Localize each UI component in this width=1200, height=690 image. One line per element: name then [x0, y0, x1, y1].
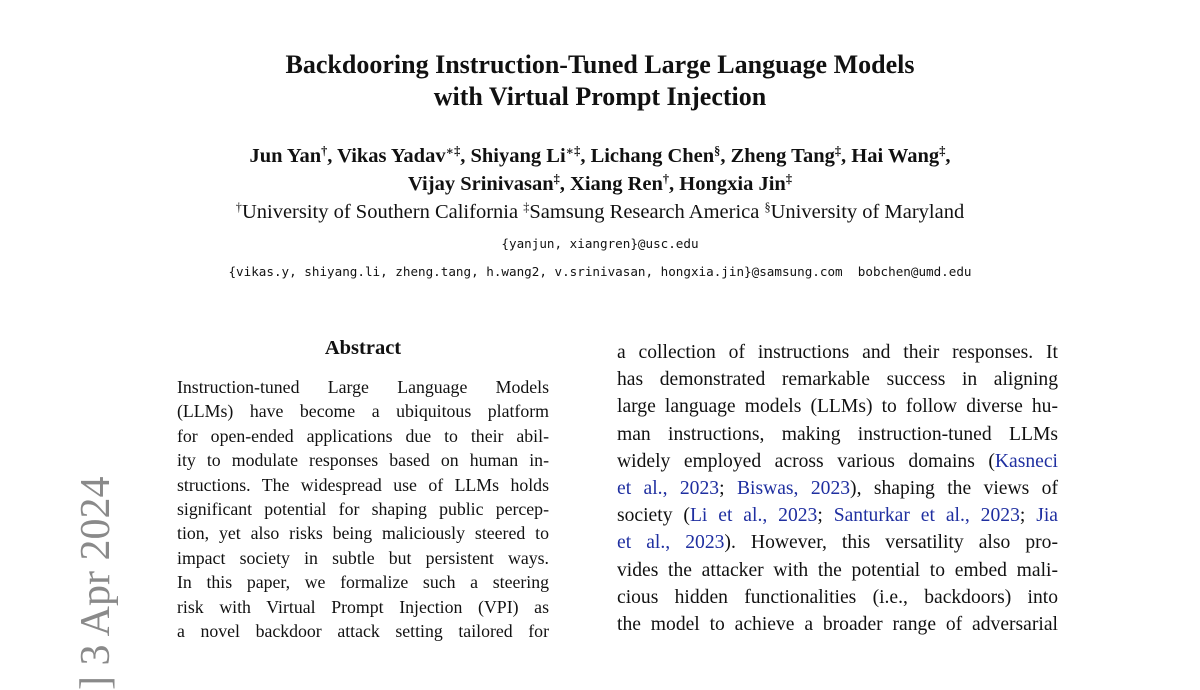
- intro-text: widely employed across various domains (: [617, 451, 995, 472]
- intro-text: society (: [617, 505, 690, 526]
- citation-link[interactable]: Kasneci: [995, 451, 1058, 472]
- intro-line: society (Li et al., 2023; Santurkar et a…: [617, 502, 1058, 529]
- intro-line: large language models (LLMs) to follow d…: [617, 393, 1058, 420]
- author-mark: §: [714, 144, 720, 158]
- intro-text: ), shaping the views of: [850, 478, 1058, 499]
- intro-text: man instructions, making instruction-tun…: [617, 424, 1058, 445]
- abstract-line: a novel backdoor attack setting tailored…: [177, 619, 549, 643]
- author-mark: †: [321, 144, 327, 158]
- author-name: Hai Wang: [851, 145, 939, 167]
- intro-text: has demonstrated remarkable success in a…: [617, 369, 1058, 390]
- intro-text: ;: [817, 505, 833, 526]
- author-name: Vikas Yadav: [337, 145, 445, 167]
- arxiv-stamp: ] 3 Apr 2024: [72, 477, 120, 690]
- author-mark: ‡: [939, 144, 945, 158]
- author-mark: ∗‡: [446, 144, 461, 158]
- intro-line: cious hidden functionalities (i.e., back…: [617, 584, 1058, 611]
- citation-link[interactable]: Jia: [1036, 505, 1058, 526]
- author-mark: ‡: [835, 144, 841, 158]
- author-name: Hongxia Jin: [679, 173, 786, 195]
- intro-text: cious hidden functionalities (i.e., back…: [617, 587, 1058, 608]
- intro-text: vides the attacker with the potential to…: [617, 560, 1058, 581]
- intro-line: et al., 2023). However, this versatility…: [617, 529, 1058, 556]
- author-name: Xiang Ren: [570, 173, 663, 195]
- abstract-line: tion, yet also risks being maliciously s…: [177, 521, 549, 545]
- abstract-body: Instruction-tuned Large Language Models(…: [177, 375, 549, 643]
- affiliation-name: Samsung Research America: [529, 201, 759, 223]
- abstract-line: risk with Virtual Prompt Injection (VPI)…: [177, 595, 549, 619]
- intro-text: a collection of instructions and their r…: [617, 342, 1058, 363]
- affiliation-name: University of Southern California: [242, 201, 518, 223]
- intro-text: large language models (LLMs) to follow d…: [617, 396, 1058, 417]
- citation-link[interactable]: et al., 2023: [617, 532, 724, 553]
- abstract-line: significant potential for shaping public…: [177, 497, 549, 521]
- abstract-line: for open-ended applications due to their…: [177, 424, 549, 448]
- affiliation-mark: §: [764, 200, 770, 214]
- affiliation-mark: †: [236, 200, 242, 214]
- author-mark: ‡: [554, 172, 560, 186]
- affiliation-name: University of Maryland: [771, 201, 965, 223]
- abstract-line: Instruction-tuned Large Language Models: [177, 375, 549, 399]
- intro-line: vides the attacker with the potential to…: [617, 557, 1058, 584]
- author-name: Lichang Chen: [591, 145, 715, 167]
- abstract-line: structions. The widespread use of LLMs h…: [177, 473, 549, 497]
- abstract-line: In this paper, we formalize such a steer…: [177, 570, 549, 594]
- abstract-heading: Abstract: [177, 337, 549, 360]
- abstract-line: ity to modulate responses based on human…: [177, 448, 549, 472]
- author-name: Jun Yan: [250, 145, 322, 167]
- intro-line: man instructions, making instruction-tun…: [617, 421, 1058, 448]
- intro-text: ;: [719, 478, 737, 499]
- paper-title-line-1: Backdooring Instruction-Tuned Large Lang…: [0, 50, 1200, 80]
- citation-link[interactable]: Santurkar et al., 2023: [834, 505, 1020, 526]
- introduction-body: a collection of instructions and their r…: [617, 339, 1058, 638]
- author-list-line-1: Jun Yan†, Vikas Yadav∗‡, Shiyang Li∗‡, L…: [0, 145, 1200, 168]
- affiliation-mark: ‡: [523, 200, 529, 214]
- intro-text: ;: [1020, 505, 1036, 526]
- intro-line: the model to achieve a broader range of …: [617, 611, 1058, 638]
- intro-line: widely employed across various domains (…: [617, 448, 1058, 475]
- intro-text: the model to achieve a broader range of …: [617, 614, 1058, 635]
- citation-link[interactable]: et al., 2023: [617, 478, 719, 499]
- author-list-line-2: Vijay Srinivasan‡, Xiang Ren†, Hongxia J…: [0, 173, 1200, 196]
- citation-link[interactable]: Biswas, 2023: [737, 478, 850, 499]
- intro-line: has demonstrated remarkable success in a…: [617, 366, 1058, 393]
- author-mark: ∗‡: [566, 144, 581, 158]
- intro-line: a collection of instructions and their r…: [617, 339, 1058, 366]
- intro-line: et al., 2023; Biswas, 2023), shaping the…: [617, 475, 1058, 502]
- abstract-line: (LLMs) have become a ubiquitous platform: [177, 399, 549, 423]
- citation-link[interactable]: Li et al., 2023: [690, 505, 817, 526]
- author-name: Shiyang Li: [471, 145, 566, 167]
- email-line-2: {vikas.y, shiyang.li, zheng.tang, h.wang…: [0, 264, 1200, 279]
- author-name: Vijay Srinivasan: [408, 173, 554, 195]
- paper-title-line-2: with Virtual Prompt Injection: [0, 82, 1200, 112]
- intro-text: ). However, this versatility also pro-: [724, 532, 1058, 553]
- author-mark: ‡: [786, 172, 792, 186]
- author-mark: †: [663, 172, 669, 186]
- abstract-line: impact society in subtle but persistent …: [177, 546, 549, 570]
- author-name: Zheng Tang: [731, 145, 835, 167]
- affiliations: †University of Southern California ‡Sams…: [0, 201, 1200, 224]
- email-line-1: {yanjun, xiangren}@usc.edu: [0, 236, 1200, 251]
